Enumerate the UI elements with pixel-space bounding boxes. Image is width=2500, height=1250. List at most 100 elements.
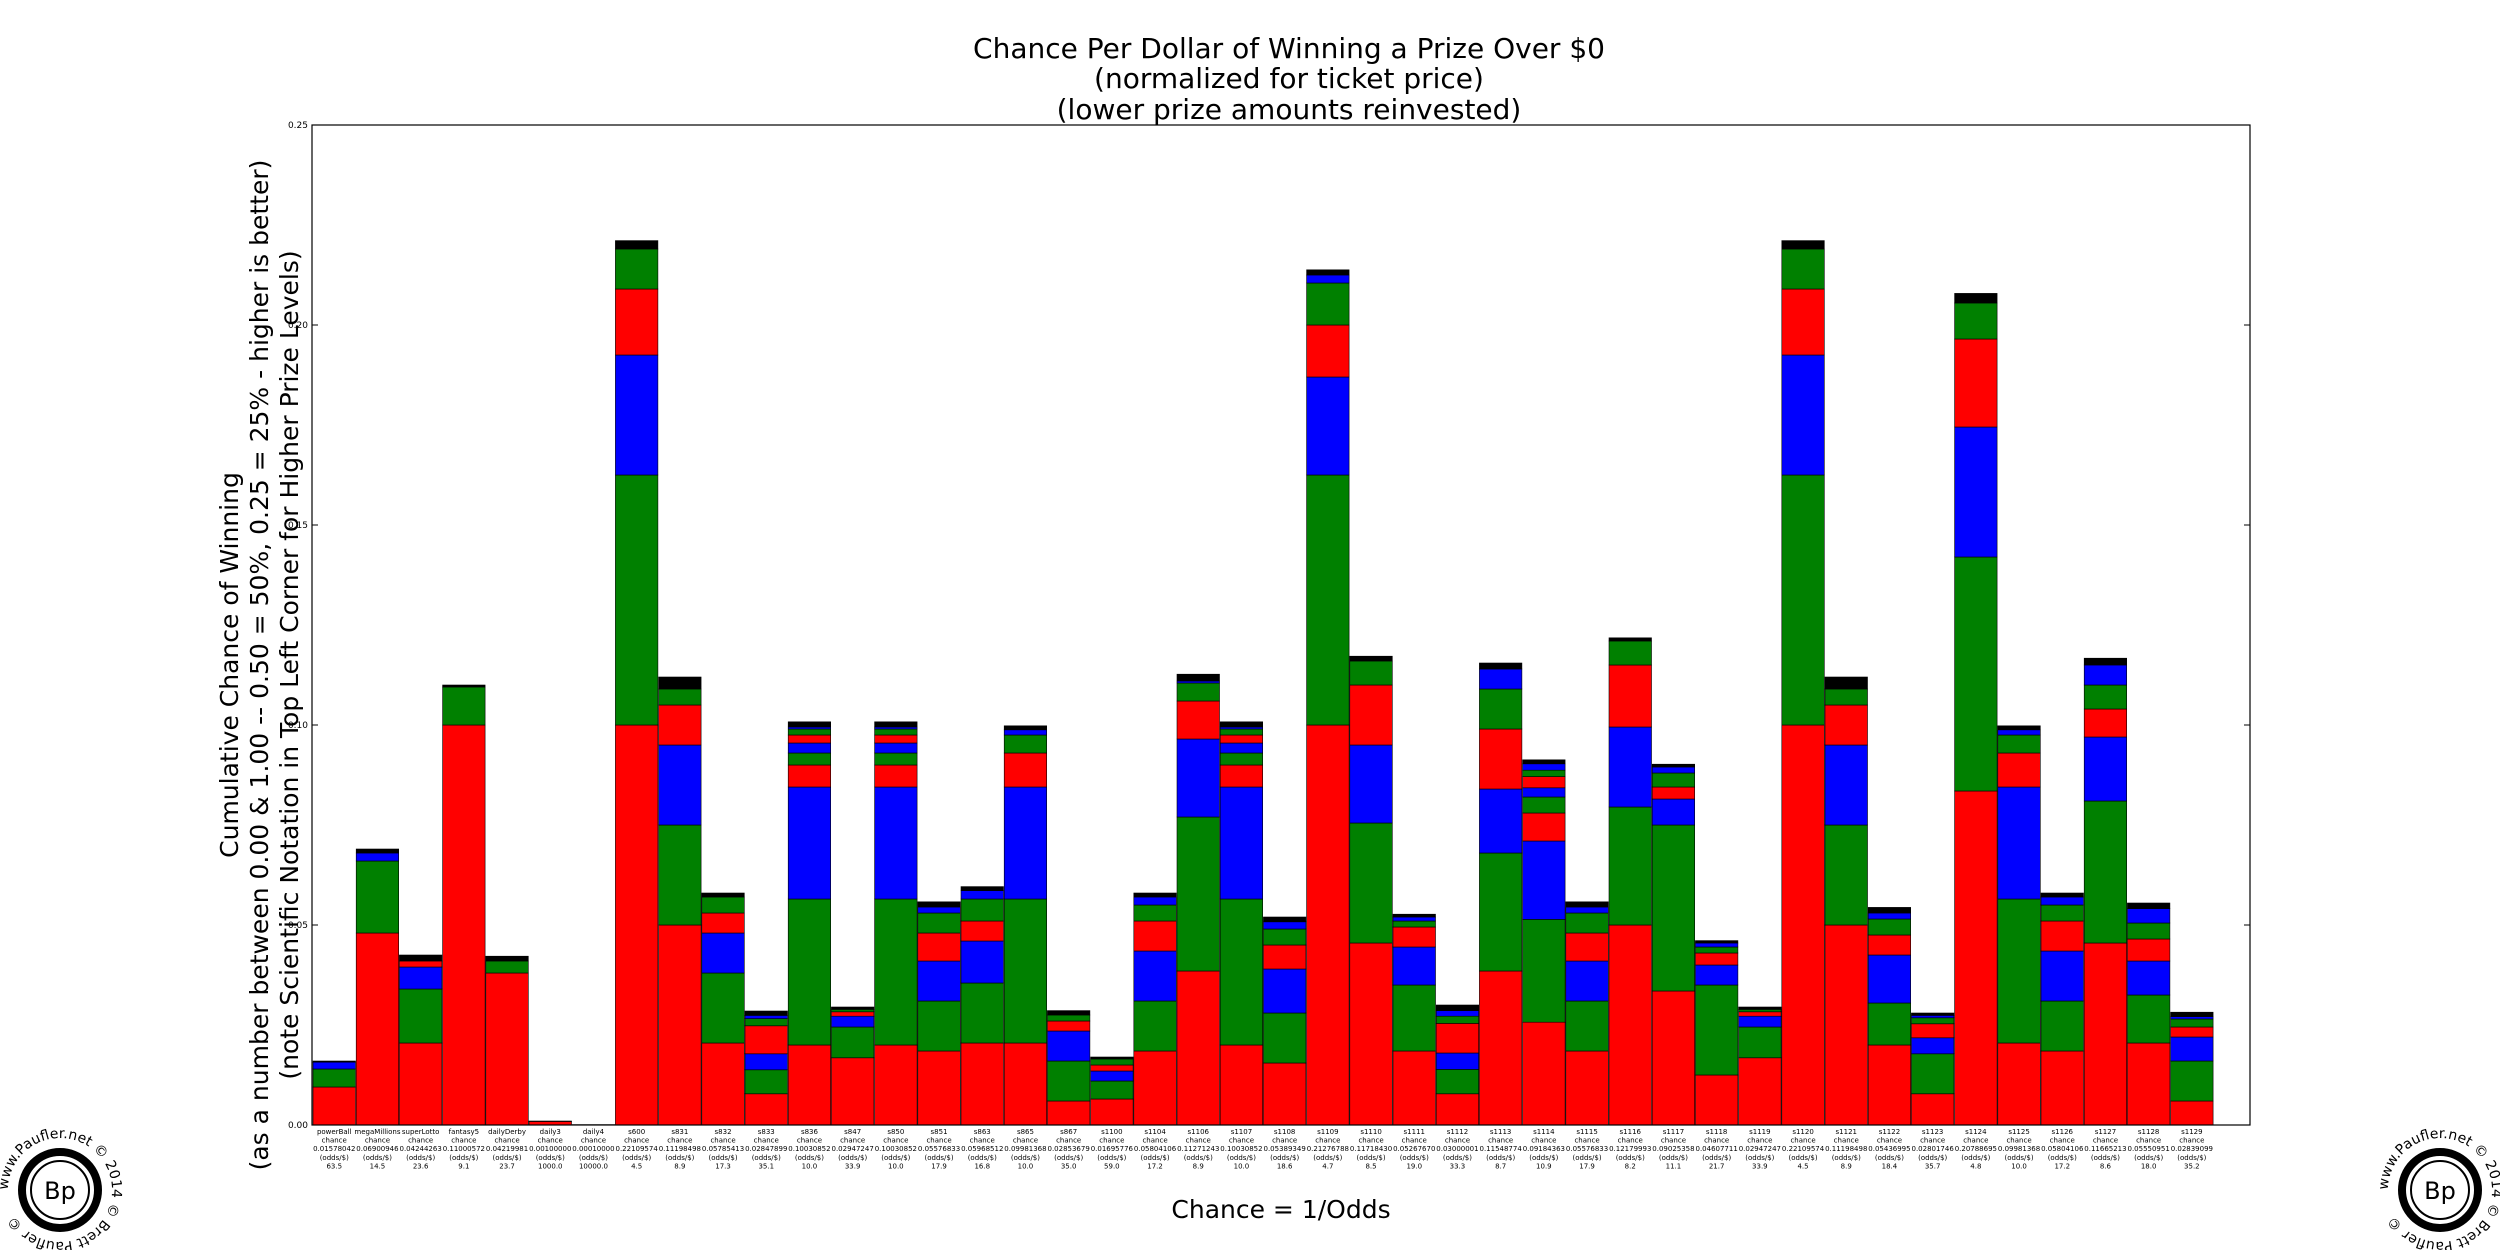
bar-segment-s1104-2	[1133, 950, 1177, 1002]
bar-segment-s1117-4	[1651, 772, 1695, 788]
x-tick-name-s1112: s1112	[1447, 1128, 1468, 1136]
x-tick-chance-word-s1126: chance	[2050, 1137, 2075, 1145]
bar-segment-powerBall-1	[312, 1068, 356, 1088]
chart-title-line-1: Chance Per Dollar of Winning a Prize Ove…	[973, 32, 1605, 65]
bar-segment-s1104-3	[1133, 920, 1177, 952]
x-tick-odds-value-s847: 33.9	[845, 1162, 861, 1170]
bar-segment-s850-4	[874, 752, 918, 766]
bar-segment-s1109-1	[1306, 474, 1350, 726]
bar-segment-s1120-4	[1781, 248, 1825, 290]
bar-segment-fantasy5-1	[442, 686, 486, 726]
bar-segment-s833-2	[744, 1053, 788, 1071]
bar-segment-s1110-4	[1349, 660, 1393, 686]
bar-segment-s850-2	[874, 786, 918, 900]
bar-segment-s1123-2	[1911, 1037, 1955, 1055]
bar-segment-s1119-4	[1738, 1009, 1782, 1013]
bar-segment-s1117-5	[1651, 766, 1695, 774]
x-tick-chance-word-s1104: chance	[1142, 1137, 1167, 1145]
x-tick-odds-value-s1114: 10.9	[1536, 1162, 1552, 1170]
bar-segment-s1115-1	[1565, 1000, 1609, 1052]
x-tick-name-s1113: s1113	[1490, 1128, 1511, 1136]
x-tick-chance-value-s1112: 0.03000001	[1436, 1145, 1478, 1153]
x-tick-chance-word-s1114: chance	[1531, 1137, 1556, 1145]
bar-segment-s1111-5	[1392, 916, 1436, 922]
x-tick-chance-word-s1119: chance	[1747, 1137, 1772, 1145]
x-tick-chance-value-s1113: 0.11548774	[1479, 1145, 1522, 1153]
x-tick-odds-value-s865: 10.0	[1018, 1162, 1034, 1170]
bar-segment-dailyDerby-0	[485, 972, 529, 1126]
x-tick-odds-unit-s851: (odds/$)	[925, 1154, 954, 1162]
bar-segment-s836-2	[787, 786, 832, 900]
bar-segment-s1123-3	[1911, 1023, 1955, 1039]
bar-segment-s850-3	[874, 764, 918, 788]
bar-segment-s1110-9	[1349, 655, 1393, 662]
bar-segment-s1112-1	[1435, 1069, 1479, 1095]
bar-segment-s1129-9	[2170, 1011, 2214, 1017]
bar-s1124	[1954, 293, 1998, 1126]
x-tick-odds-value-s1109: 4.7	[1322, 1162, 1333, 1170]
x-tick-chance-value-s1115: 0.05576833	[1566, 1145, 1608, 1153]
x-tick-name-s1109: s1109	[1317, 1128, 1338, 1136]
bar-segment-s1119-3	[1738, 1011, 1782, 1017]
bar-segment-s1121-9	[1824, 676, 1868, 690]
bar-segment-s1123-0	[1911, 1093, 1955, 1126]
x-tick-odds-unit-s1107: (odds/$)	[1227, 1154, 1256, 1162]
bar-segment-s1106-0	[1176, 970, 1220, 1126]
x-tick-chance-word-s600: chance	[624, 1137, 649, 1145]
bar-segment-superLotto-3	[399, 960, 443, 968]
x-tick-chance-value-s1125: 0.09981368	[1998, 1145, 2040, 1153]
bar-segment-s1120-3	[1781, 288, 1825, 356]
bar-segment-s1113-9	[1479, 662, 1523, 670]
bar-segment-s1113-3	[1479, 728, 1523, 790]
bar-segment-s863-2	[960, 940, 1004, 984]
y-tick-label-2: 0.10	[288, 721, 308, 731]
bar-segment-s1112-2	[1435, 1052, 1479, 1070]
bar-segment-s1127-1	[2083, 800, 2127, 944]
x-tick-chance-word-powerBall: chance	[322, 1137, 347, 1145]
x-tick-odds-unit-s1115: (odds/$)	[1573, 1154, 1602, 1162]
x-tick-odds-unit-s831: (odds/$)	[665, 1154, 694, 1162]
bar-segment-s851-2	[917, 960, 961, 1002]
bar-s1107	[1219, 721, 1263, 1126]
bar-segment-s1121-0	[1824, 924, 1868, 1126]
x-tick-chance-word-s1124: chance	[1963, 1137, 1988, 1145]
x-tick-chance-word-s1113: chance	[1488, 1137, 1513, 1145]
bar-segment-s863-9	[960, 886, 1004, 891]
x-tick-chance-word-s831: chance	[667, 1137, 692, 1145]
bar-s1104	[1133, 892, 1177, 1126]
bar-segment-s833-4	[744, 1018, 788, 1027]
bar-segment-s1100-3	[1090, 1064, 1134, 1072]
x-tick-chance-word-s851: chance	[926, 1137, 951, 1145]
bar-segment-s832-1	[701, 972, 745, 1044]
bar-segment-s851-3	[917, 932, 961, 962]
x-tick-chance-value-s1129: 0.02839099	[2171, 1145, 2213, 1153]
bar-s1114	[1522, 759, 1566, 1126]
bar-segment-s1100-1	[1090, 1080, 1134, 1100]
bar-segment-s867-3	[1047, 1020, 1091, 1032]
bar-segment-s1116-3	[1608, 664, 1652, 728]
bar-segment-s1124-3	[1954, 338, 1998, 428]
x-tick-odds-value-s833: 35.1	[758, 1162, 774, 1170]
x-tick-odds-unit-powerBall: (odds/$)	[320, 1154, 349, 1162]
bar-segment-s1108-0	[1263, 1062, 1307, 1126]
bar-fantasy5	[442, 684, 486, 1126]
x-tick-chance-value-s1106: 0.11271243	[1177, 1145, 1219, 1153]
bar-segment-s1109-4	[1306, 282, 1350, 326]
x-tick-odds-unit-s832: (odds/$)	[709, 1154, 738, 1162]
x-tick-odds-unit-s1118: (odds/$)	[1702, 1154, 1731, 1162]
x-tick-odds-unit-s847: (odds/$)	[838, 1154, 867, 1162]
bar-segment-s1120-2	[1781, 354, 1825, 476]
x-tick-chance-word-s1108: chance	[1272, 1137, 1297, 1145]
bar-segment-s1113-1	[1479, 852, 1523, 972]
bar-segment-powerBall-0	[312, 1086, 356, 1126]
bar-segment-megaMillions-1	[355, 860, 400, 934]
x-tick-odds-value-s600: 4.5	[631, 1162, 642, 1170]
bar-segment-s600-2	[615, 354, 659, 476]
bar-segment-s1111-0	[1392, 1050, 1436, 1126]
bar-segment-s1106-3	[1176, 700, 1220, 740]
bar-segment-s836-9	[787, 721, 832, 728]
bar-s1120	[1781, 240, 1825, 1126]
bar-segment-s1120-1	[1781, 474, 1825, 726]
x-tick-name-s867: s867	[1060, 1128, 1077, 1136]
x-tick-odds-value-s1111: 19.0	[1406, 1162, 1422, 1170]
